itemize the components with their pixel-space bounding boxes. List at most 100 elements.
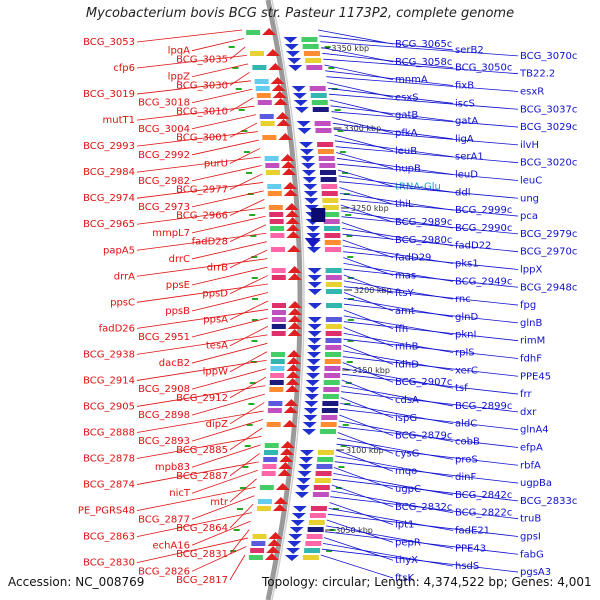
reverse-gene-label: BCG_2979c: [520, 229, 577, 240]
forward-gene-label: drrA: [114, 271, 135, 282]
forward-gene-block: [262, 135, 277, 140]
reverse-gene-block: [313, 485, 330, 490]
forward-gene-leader: [229, 351, 268, 373]
ring-tick: [232, 67, 239, 69]
forward-gene-label: BCG_3004: [138, 124, 190, 135]
forward-gene-leader: [229, 122, 258, 138]
reverse-gene-label: fpg: [520, 300, 536, 311]
reverse-gene-label: BCG_3050c: [455, 63, 512, 74]
reverse-gene-arrow: [292, 506, 307, 512]
forward-gene-block: [260, 121, 275, 126]
forward-gene-arrow: [286, 357, 301, 364]
forward-gene-leader: [191, 546, 247, 572]
forward-gene-leader: [229, 376, 267, 399]
ring-tick: [342, 424, 349, 426]
reverse-gene-leader: [342, 356, 519, 377]
reverse-gene-label: lppX: [520, 264, 542, 275]
reverse-gene-block: [305, 541, 322, 546]
reverse-gene-arrow: [303, 184, 318, 190]
reverse-gene-arrow: [294, 107, 309, 113]
reverse-gene-block: [325, 282, 342, 287]
reverse-gene-arrow: [290, 520, 305, 526]
reverse-gene-leader: [328, 87, 454, 104]
reverse-gene-label: leuB: [395, 146, 417, 157]
forward-gene-block: [259, 114, 274, 119]
forward-gene-leader: [229, 275, 268, 295]
forward-gene-block: [267, 191, 282, 196]
reverse-gene-label: ugpBa: [520, 478, 552, 489]
reverse-gene-block: [320, 177, 337, 182]
forward-gene-arrow: [283, 189, 298, 196]
forward-gene-block: [255, 86, 270, 91]
forward-gene-block: [259, 485, 274, 490]
forward-gene-label: mutT1: [103, 115, 135, 126]
reverse-gene-label: leuD: [455, 170, 478, 181]
forward-gene-leader: [136, 55, 247, 69]
forward-gene-label: cfp6: [113, 63, 135, 74]
reverse-gene-arrow: [298, 464, 313, 470]
reverse-gene-leader: [330, 490, 454, 514]
ring-tick: [347, 340, 354, 342]
forward-gene-label: fadD26: [99, 323, 135, 334]
reverse-gene-label: ligA: [455, 134, 474, 145]
reverse-gene-arrow: [307, 289, 322, 295]
reverse-gene-block: [314, 478, 331, 483]
reverse-gene-block: [325, 338, 342, 343]
reverse-gene-leader: [328, 507, 454, 531]
forward-gene-leader: [136, 334, 268, 355]
forward-gene-arrow: [267, 539, 282, 546]
forward-gene-label: BCG_2831: [176, 549, 228, 560]
forward-gene-block: [270, 226, 285, 231]
forward-gene-block: [269, 219, 284, 224]
forward-gene-leader: [229, 554, 246, 581]
reverse-gene-arrow: [303, 415, 318, 421]
reverse-gene-leader: [323, 58, 519, 75]
reverse-gene-label: BCG_2822c: [455, 508, 512, 519]
forward-gene-label: BCG_2992: [138, 150, 190, 161]
forward-gene-leader: [136, 156, 261, 173]
reverse-gene-label: fdhF: [520, 353, 542, 364]
forward-gene-arrow: [287, 350, 302, 357]
reverse-gene-block: [303, 51, 320, 56]
reverse-gene-arrow: [293, 100, 308, 106]
reverse-gene-block: [310, 93, 327, 98]
reverse-gene-block: [301, 37, 318, 42]
forward-gene-leader: [191, 317, 268, 338]
forward-gene-label: BCG_3019: [83, 89, 135, 100]
reverse-gene-arrow: [307, 303, 322, 309]
reverse-gene-label: pca: [520, 211, 538, 222]
forward-gene-block: [270, 373, 285, 378]
forward-gene-arrow: [280, 448, 294, 455]
reverse-gene-arrow: [287, 58, 302, 64]
forward-gene-block: [267, 408, 282, 413]
forward-gene-label: nicT: [169, 488, 191, 499]
reverse-gene-leader: [342, 233, 519, 253]
forward-gene-leader: [191, 190, 264, 208]
reverse-gene-block: [317, 457, 334, 462]
ring-tick: [346, 235, 353, 237]
reverse-gene-block: [325, 324, 342, 329]
reverse-gene-leader: [334, 134, 394, 152]
reverse-gene-block: [309, 86, 326, 91]
forward-gene-leader: [136, 537, 248, 564]
forward-gene-block: [271, 331, 286, 336]
reverse-gene-arrow: [302, 429, 317, 435]
reverse-gene-arrow: [299, 149, 314, 155]
reverse-gene-block: [323, 387, 340, 392]
forward-gene-label: papA5: [103, 245, 135, 256]
ring-tick: [347, 256, 354, 258]
forward-gene-label: mmpL7: [152, 228, 190, 239]
reverse-gene-leader: [339, 408, 519, 431]
reverse-gene-arrow: [307, 275, 322, 281]
reverse-gene-label: serA1: [455, 152, 484, 163]
reverse-gene-label: pgsA3: [520, 567, 551, 578]
reverse-gene-block: [324, 366, 341, 371]
reverse-gene-leader: [336, 157, 454, 175]
reverse-gene-block: [302, 44, 319, 49]
forward-gene-leader: [191, 139, 259, 156]
forward-gene-leader: [191, 114, 256, 130]
forward-gene-label: ppsC: [110, 297, 135, 308]
reverse-gene-block: [315, 128, 332, 133]
reverse-gene-arrow: [295, 485, 310, 491]
reverse-gene-label: BCG_2948c: [520, 282, 577, 293]
